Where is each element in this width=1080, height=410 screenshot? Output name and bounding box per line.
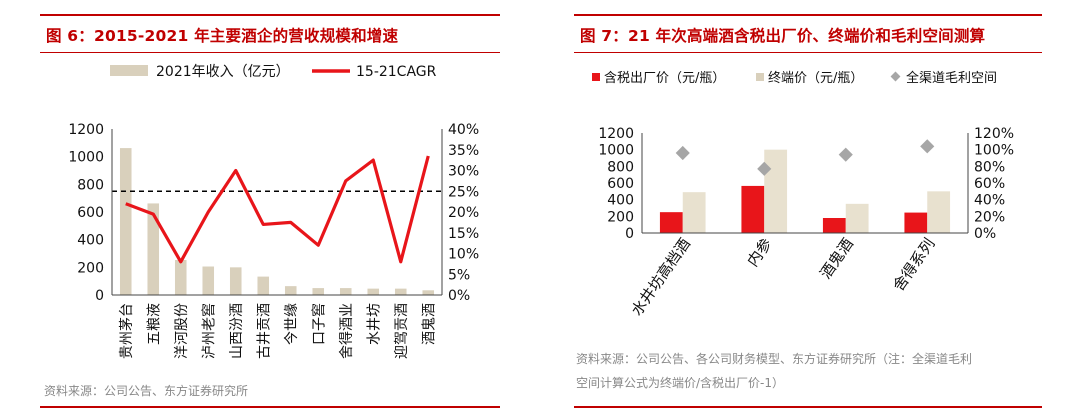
legend-swatch-factory-price <box>592 73 600 81</box>
category-label: 内参 <box>744 235 776 270</box>
point-margin <box>838 147 853 162</box>
tick-label-right: 0% <box>974 226 996 242</box>
tick-label-right: 30% <box>448 164 479 180</box>
bottom-rule <box>40 406 500 408</box>
legend-label-factory-price: 含税出厂价（元/瓶） <box>604 70 725 86</box>
bar-retail-price <box>682 192 706 233</box>
category-label: 口子窖 <box>310 303 327 345</box>
legend-label-margin: 全渠道毛利空间 <box>906 70 997 86</box>
bar-revenue <box>229 267 242 295</box>
category-label: 五粮液 <box>146 303 162 345</box>
legend-label-cagr: 15-21CAGR <box>356 64 437 80</box>
category-label: 迎驾贡酒 <box>394 303 410 359</box>
bar-factory-price <box>904 212 928 233</box>
point-margin <box>675 145 690 161</box>
tick-label-right: 25% <box>448 184 479 200</box>
legend-swatch-retail-price <box>756 73 764 81</box>
bar-retail-price <box>764 149 788 233</box>
bar-revenue <box>284 286 297 295</box>
bar-revenue <box>312 288 325 295</box>
tick-label-left: 1000 <box>598 143 634 159</box>
category-label: 水井坊 <box>366 303 382 345</box>
bar-retail-price <box>845 203 869 233</box>
chart-title: 图 7：21 年次高端酒含税出厂价、终端价和毛利空间测算 <box>580 27 986 45</box>
tick-label-right: 20% <box>448 205 479 221</box>
tick-label-right: 10% <box>448 247 479 263</box>
tick-label-left: 0 <box>625 226 634 242</box>
bar-revenue <box>339 288 352 295</box>
top-rule <box>40 14 500 16</box>
legend-label-retail-price: 终端价（元/瓶） <box>768 70 863 86</box>
tick-label-right: 60% <box>974 176 1005 192</box>
bar-retail-price <box>927 191 951 233</box>
revenue-cagr-chart: 2021年收入（亿元） 15-21CAGR 0 200 400 600 800 1000 12… <box>68 64 479 359</box>
source-note-line-2: 空间计算公式为终端价/含税出厂价-1） <box>576 376 785 390</box>
tick-label-right: 100% <box>974 143 1014 159</box>
top-rule <box>574 14 1042 16</box>
tick-label-right: 15% <box>448 226 479 242</box>
point-margin <box>757 161 772 176</box>
legend-swatch-margin <box>890 71 901 82</box>
price-margin-chart: 含税出厂价（元/瓶） 终端价（元/瓶） 全渠道毛利空间 02004006008001… <box>592 70 1014 319</box>
tick-label-right: 5% <box>448 267 470 283</box>
line-cagr <box>125 155 430 264</box>
tick-label-left: 400 <box>607 193 634 209</box>
title-separator <box>574 52 1042 53</box>
tick-label-left: 1200 <box>68 122 104 138</box>
point-margin <box>920 139 935 154</box>
tick-label-left: 800 <box>77 177 104 193</box>
tick-label-left: 600 <box>77 205 104 221</box>
bar-revenue <box>119 148 132 295</box>
tick-label-right: 40% <box>974 193 1005 209</box>
bar-revenue <box>147 203 160 295</box>
chart-panel-revenue: 图 6：2015-2021 年主要酒企的营收规模和增速 2021年收入（亿元） 1… <box>40 14 500 408</box>
bar-factory-price <box>822 218 846 233</box>
legend-swatch-revenue <box>110 65 148 76</box>
tick-label-left: 0 <box>95 288 104 304</box>
category-label: 舍得酒业 <box>338 303 355 359</box>
category-label: 酒鬼酒 <box>816 235 857 282</box>
source-note: 资料来源：公司公告、东方证券研究所 <box>44 384 249 398</box>
bar-factory-price <box>659 212 683 233</box>
category-label: 泸州老窖 <box>200 303 217 359</box>
category-label: 古井贡酒 <box>256 303 272 359</box>
bar-factory-price <box>741 185 765 233</box>
bar-revenue <box>174 260 187 295</box>
tick-label-left: 400 <box>77 233 104 249</box>
tick-label-right: 40% <box>448 122 479 138</box>
tick-label-left: 200 <box>607 209 634 225</box>
chart-panel-price: 图 7：21 年次高端酒含税出厂价、终端价和毛利空间测算 含税出厂价（元/瓶） 终… <box>574 14 1042 408</box>
category-label: 山西汾酒 <box>229 303 245 359</box>
category-label: 洋河股份 <box>174 303 190 359</box>
source-note-line-1: 资料来源：公司公告、各公司财务模型、东方证券研究所（注：全渠道毛利 <box>576 352 973 366</box>
bar-revenue <box>202 266 215 295</box>
tick-label-right: 0% <box>448 288 470 304</box>
bar-revenue <box>394 288 407 295</box>
tick-label-right: 80% <box>974 159 1005 175</box>
tick-label-left: 200 <box>77 260 104 276</box>
tick-label-right: 120% <box>974 126 1014 142</box>
bottom-rule <box>574 406 1042 408</box>
legend-label-revenue: 2021年收入（亿元） <box>156 64 290 80</box>
category-label: 水井坊高档酒 <box>628 235 694 319</box>
category-label: 舍得系列 <box>889 235 938 294</box>
category-label: 酒鬼酒 <box>421 303 437 345</box>
chart-title: 图 6：2015-2021 年主要酒企的营收规模和增速 <box>46 27 399 45</box>
category-label: 贵州茅台 <box>119 303 135 359</box>
tick-label-right: 20% <box>974 209 1005 225</box>
tick-label-left: 600 <box>607 176 634 192</box>
bar-revenue <box>422 290 435 295</box>
title-separator <box>40 52 500 53</box>
tick-label-left: 1200 <box>598 126 634 142</box>
tick-label-left: 800 <box>607 159 634 175</box>
tick-label-left: 1000 <box>68 150 104 166</box>
bar-revenue <box>257 276 270 295</box>
category-label: 今世缘 <box>284 303 300 345</box>
bar-revenue <box>367 288 380 295</box>
tick-label-right: 35% <box>448 143 479 159</box>
